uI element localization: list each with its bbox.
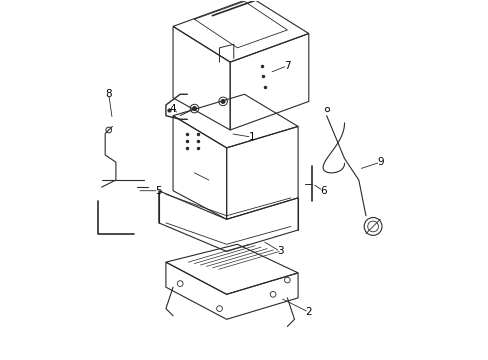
Text: 6: 6 [319, 186, 325, 196]
Text: 2: 2 [305, 307, 311, 317]
Text: 7: 7 [284, 61, 290, 71]
Text: 1: 1 [248, 132, 254, 142]
Text: 9: 9 [376, 157, 383, 167]
Circle shape [221, 100, 224, 103]
Text: 3: 3 [276, 247, 283, 256]
Text: 5: 5 [155, 186, 162, 196]
Circle shape [192, 107, 196, 111]
Text: 8: 8 [105, 89, 112, 99]
Text: 4: 4 [169, 104, 176, 113]
